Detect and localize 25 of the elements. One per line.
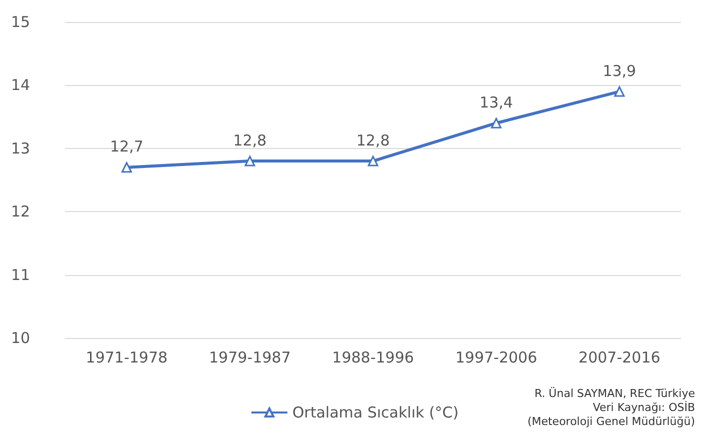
point <box>614 86 625 97</box>
y-tick-label: 14 <box>10 76 30 94</box>
text: Veri Kaynağı: OSİB <box>592 400 695 414</box>
legend-label: Ortalama Sıcaklık (°C) <box>292 404 459 422</box>
data-label: 12,8 <box>233 131 267 150</box>
x-tick-label: 2007-2016 <box>578 348 660 366</box>
x-tick-label: 1988-1996 <box>332 348 414 366</box>
text: R. Ünal SAYMAN, REC Türkiye <box>534 386 696 400</box>
point <box>368 156 378 166</box>
y-tick-label: 15 <box>10 13 30 31</box>
data-label: 13,4 <box>480 93 513 112</box>
x-tick-label: 1971-1978 <box>86 348 168 366</box>
x-tick-label: 1979-1987 <box>208 348 291 366</box>
data-label: 13,9 <box>602 62 636 80</box>
point <box>121 162 132 173</box>
x-tick-label: 1997-2006 <box>455 348 538 366</box>
data-label: 12,8 <box>356 131 390 150</box>
point <box>490 118 502 128</box>
point <box>244 156 256 166</box>
y-tick-label: 13 <box>10 139 30 158</box>
data-label: 12,7 <box>110 138 144 156</box>
text: (Meteoroloji Genel Müdürlüğü) <box>527 415 695 428</box>
y-tick-label: 11 <box>10 266 30 284</box>
y-tick-label: 10 <box>10 329 30 347</box>
y-tick-label: 12 <box>10 202 30 221</box>
